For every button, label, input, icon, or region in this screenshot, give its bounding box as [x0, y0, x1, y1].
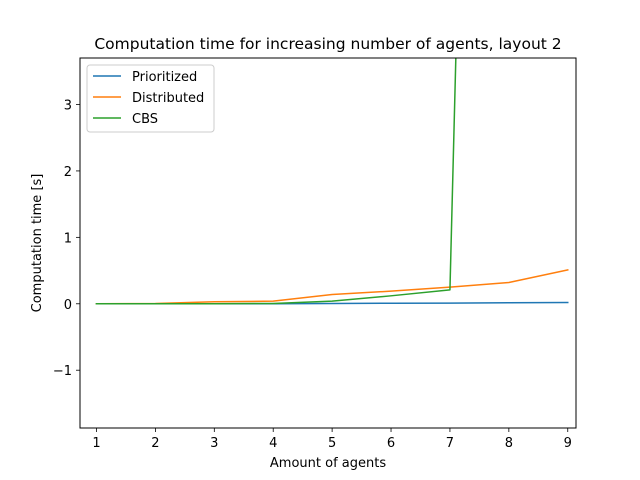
y-axis-ticks: −1 0 1 2 3	[53, 98, 80, 379]
legend-label-cbs: CBS	[132, 112, 158, 127]
plot-frame	[79, 57, 577, 429]
legend-label-prioritized: Prioritized	[132, 70, 197, 85]
legend: Prioritized Distributed CBS	[86, 64, 215, 133]
x-tick-label: 4	[269, 436, 277, 451]
series-line-distributed	[95, 269, 569, 305]
x-tick-label: 6	[387, 436, 395, 451]
x-tick-label: 1	[92, 436, 100, 451]
x-axis-ticks: 1 2 3 4 5 6 7 8 9	[92, 428, 572, 451]
x-tick-label: 7	[446, 436, 454, 451]
y-tick-label: 0	[64, 298, 72, 313]
series-lines	[95, 58, 569, 305]
y-tick-label: 2	[64, 165, 72, 180]
y-tick-label: −1	[53, 364, 72, 379]
y-axis-label: Computation time [s]	[30, 174, 45, 313]
series-line-cbs	[95, 58, 457, 305]
legend-box	[86, 64, 215, 133]
x-axis-label: Amount of agents	[270, 456, 386, 471]
x-tick-label: 8	[505, 436, 513, 451]
x-tick-label: 3	[210, 436, 218, 451]
legend-label-distributed: Distributed	[132, 91, 204, 106]
x-tick-label: 2	[151, 436, 159, 451]
chart-title: Computation time for increasing number o…	[94, 35, 561, 53]
y-tick-label: 1	[64, 231, 72, 246]
x-tick-label: 9	[564, 436, 572, 451]
y-tick-label: 3	[64, 98, 72, 113]
x-tick-label: 5	[328, 436, 336, 451]
